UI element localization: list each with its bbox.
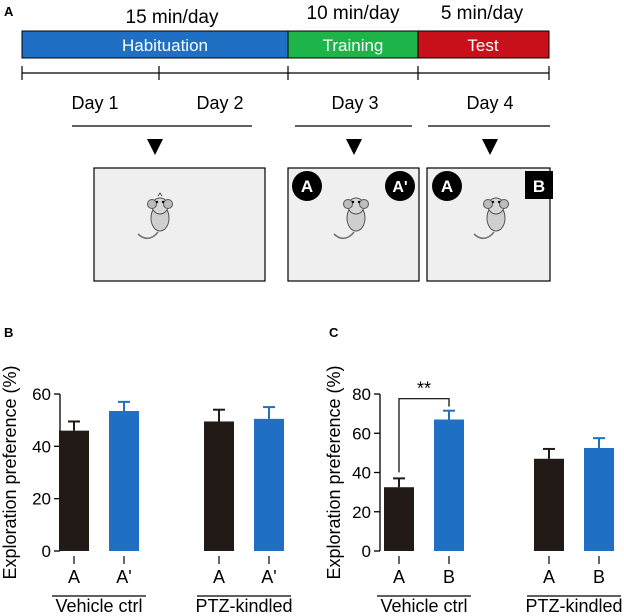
bar <box>254 418 284 551</box>
arrow-down-icon <box>482 139 498 155</box>
group-label: Vehicle ctrl <box>55 596 142 616</box>
x-category-label: A <box>213 567 225 587</box>
y-tick-label: 20 <box>32 490 51 509</box>
training-label: Training <box>323 36 384 55</box>
timeline <box>21 66 550 80</box>
bar <box>534 458 564 551</box>
bar <box>109 411 139 551</box>
group-label: Vehicle ctrl <box>380 596 467 616</box>
group-label: PTZ-kindled <box>195 596 292 616</box>
panel-c-label: C <box>329 325 339 340</box>
bar <box>204 421 234 551</box>
y-axis-label: Exploration preference (%) <box>324 365 344 579</box>
significance-label: ** <box>417 379 431 399</box>
habituation-arena <box>93 167 266 282</box>
x-category-label: A <box>68 567 80 587</box>
object-b-label: B <box>533 177 545 196</box>
object-a-circle <box>292 171 322 201</box>
y-tick-label: 0 <box>42 542 51 561</box>
bar <box>59 430 89 551</box>
bar <box>584 447 614 551</box>
significance-bracket <box>398 398 450 473</box>
arrow-down-icon <box>346 139 362 155</box>
mouse-icon <box>137 192 173 240</box>
y-axis-label: Exploration preference (%) <box>0 365 20 579</box>
x-category-label: A' <box>116 567 131 587</box>
object-a-label: A <box>301 177 313 196</box>
x-category-label: A' <box>261 567 276 587</box>
x-category-label: B <box>443 567 455 587</box>
training-duration: 10 min/day <box>307 3 400 24</box>
habituation-phase-bar <box>21 30 289 59</box>
object-b-square <box>525 171 553 199</box>
test-phase-bar <box>417 30 550 59</box>
day-4-label: Day 4 <box>466 93 513 113</box>
test-label: Test <box>467 36 498 55</box>
y-tick-label: 60 <box>32 385 51 404</box>
day-1-label: Day 1 <box>71 93 118 113</box>
test-duration: 5 min/day <box>441 3 524 24</box>
habituation-label: Habituation <box>122 36 208 55</box>
group-label: PTZ-kindled <box>525 596 622 616</box>
habituation-duration: 15 min/day <box>126 7 219 28</box>
object-a-circle <box>432 171 462 201</box>
x-category-label: A <box>543 567 555 587</box>
y-tick-label: 40 <box>352 464 371 483</box>
object-a-prime-label: A' <box>392 179 407 196</box>
chart-b: 0 20 40 60 Exploration preference (%) A A' Vehi… <box>0 365 293 616</box>
mouse-icon <box>473 197 509 240</box>
x-category-label: A <box>393 567 405 587</box>
bar <box>434 419 464 551</box>
panel-a-label: A <box>4 4 14 19</box>
day-2-label: Day 2 <box>196 93 243 113</box>
object-a-prime-circle <box>385 171 415 201</box>
test-arena: A B <box>426 167 553 282</box>
panel-b-label: B <box>4 325 13 340</box>
y-tick-label: 20 <box>352 503 371 522</box>
training-arena: A A' <box>287 167 420 282</box>
mouse-icon <box>333 197 369 240</box>
object-a-label: A <box>441 177 453 196</box>
y-tick-label: 80 <box>352 385 371 404</box>
y-tick-label: 40 <box>32 437 51 456</box>
y-tick-label: 60 <box>352 424 371 443</box>
y-tick-label: 0 <box>362 542 371 561</box>
training-phase-bar <box>287 30 419 59</box>
bar <box>384 487 414 551</box>
day-3-label: Day 3 <box>331 93 378 113</box>
chart-c: 0 20 40 60 80 Exploration preference (%) A B Veh… <box>324 365 623 616</box>
arrow-down-icon <box>147 139 163 155</box>
x-category-label: B <box>593 567 605 587</box>
